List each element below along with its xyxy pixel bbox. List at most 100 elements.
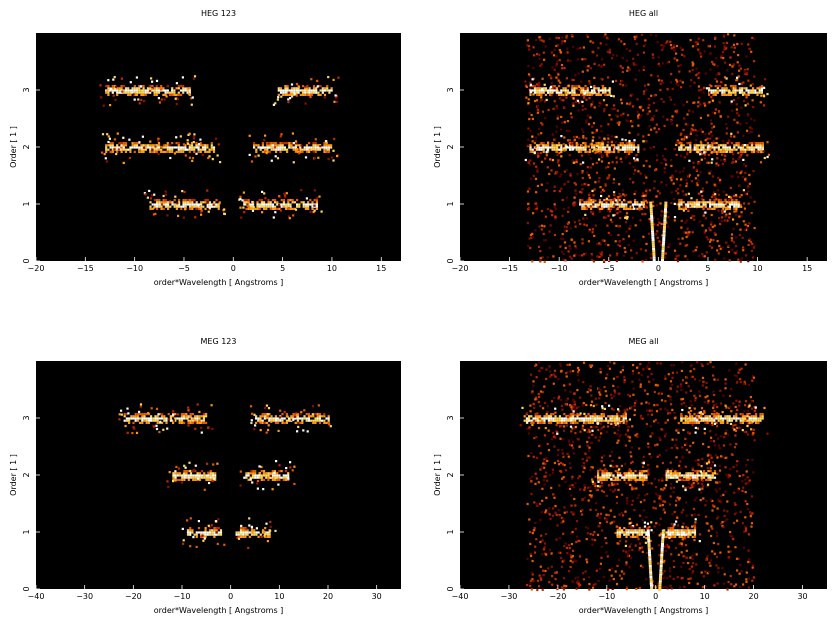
heatmap-cell xyxy=(563,121,566,124)
heatmap-cell xyxy=(695,553,698,556)
heatmap-cell xyxy=(308,89,311,92)
heatmap-cell xyxy=(286,93,289,96)
heatmap-cell xyxy=(215,205,218,208)
heatmap-cell xyxy=(302,429,305,432)
heatmap-cell xyxy=(664,41,668,45)
heatmap-cell xyxy=(604,87,607,90)
heatmap-cell xyxy=(592,482,595,486)
heatmap-cell xyxy=(239,527,243,530)
heatmap-cell xyxy=(702,91,705,94)
heatmap-cell xyxy=(292,161,295,164)
heatmap-cell xyxy=(598,255,601,258)
heatmap-cell xyxy=(534,396,538,399)
heatmap-cell xyxy=(597,46,600,50)
heatmap-cell xyxy=(731,203,734,206)
heatmap-cell xyxy=(707,238,710,241)
heatmap-cell xyxy=(632,393,635,396)
heatmap-cell xyxy=(143,417,146,420)
heatmap-cell xyxy=(627,207,630,210)
heatmap-cell xyxy=(575,142,578,145)
heatmap-cell xyxy=(584,146,587,149)
heatmap-cell xyxy=(582,572,585,575)
heatmap-cell xyxy=(645,206,648,209)
heatmap-cell xyxy=(214,520,217,523)
heatmap-cell xyxy=(185,417,188,420)
heatmap-cell xyxy=(268,417,271,420)
heatmap-cell xyxy=(617,206,620,210)
heatmap-cell xyxy=(120,77,123,80)
heatmap-cell xyxy=(182,199,185,202)
heatmap-cell xyxy=(164,144,167,147)
heatmap-cell xyxy=(162,144,166,147)
heatmap-cell xyxy=(604,182,607,186)
heatmap-cell xyxy=(695,148,698,151)
heatmap-cell xyxy=(560,187,563,190)
heatmap-cell xyxy=(703,461,707,464)
heatmap-cell xyxy=(569,148,572,151)
heatmap-cell xyxy=(569,554,572,557)
heatmap-cell xyxy=(666,533,669,536)
heatmap-cell xyxy=(556,154,559,157)
heatmap-cell xyxy=(543,483,546,486)
heatmap-cell xyxy=(632,478,635,481)
heatmap-cell xyxy=(189,531,192,534)
heatmap-cell xyxy=(136,419,139,422)
heatmap-cell xyxy=(607,203,610,206)
heatmap-cell xyxy=(689,132,692,135)
heatmap-cell xyxy=(530,588,533,591)
heatmap-cell xyxy=(663,212,667,215)
heatmap-cell xyxy=(198,478,201,481)
heatmap-cell xyxy=(676,139,679,142)
heatmap-cell xyxy=(132,421,135,424)
heatmap-cell xyxy=(105,89,108,92)
heatmap-cell xyxy=(538,93,541,96)
heatmap-cell xyxy=(688,231,691,234)
heatmap-cell xyxy=(189,203,192,206)
heatmap-cell xyxy=(584,252,588,255)
heatmap-cell xyxy=(311,405,314,408)
heatmap-cell xyxy=(200,474,204,477)
heatmap-cell xyxy=(169,417,172,420)
heatmap-cell xyxy=(555,76,558,79)
heatmap-cell xyxy=(725,89,728,92)
heatmap-cell xyxy=(555,54,558,57)
heatmap-cell xyxy=(134,413,137,416)
heatmap-cell xyxy=(592,136,595,139)
heatmap-cell xyxy=(321,87,324,90)
heatmap-cell xyxy=(198,474,201,477)
heatmap-cell xyxy=(751,36,754,39)
heatmap-cell xyxy=(283,417,286,420)
heatmap-cell xyxy=(680,511,683,514)
heatmap-cell xyxy=(736,223,739,226)
heatmap-cell xyxy=(681,361,684,364)
heatmap-cell xyxy=(607,214,610,217)
heatmap-cell xyxy=(681,53,684,56)
heatmap-cell xyxy=(714,233,717,236)
heatmap-cell xyxy=(215,533,218,536)
heatmap-cell xyxy=(697,48,700,51)
heatmap-cell xyxy=(650,214,654,217)
heatmap-cell xyxy=(714,481,718,484)
heatmap-cell xyxy=(562,252,565,255)
heatmap-cell xyxy=(565,196,569,199)
heatmap-cell xyxy=(525,96,528,99)
heatmap-cell xyxy=(252,203,255,206)
heatmap-cell xyxy=(247,201,250,204)
heatmap-cell xyxy=(272,142,275,145)
heatmap-cell xyxy=(204,146,207,149)
heatmap-cell xyxy=(733,198,736,201)
heatmap-cell xyxy=(700,146,703,149)
heatmap-cell xyxy=(151,149,154,152)
heatmap-cell xyxy=(686,142,689,145)
heatmap-cell xyxy=(725,193,728,196)
heatmap-cell xyxy=(550,51,553,54)
heatmap-cell xyxy=(685,381,688,384)
heatmap-cell xyxy=(570,404,573,407)
heatmap-cell xyxy=(324,149,327,152)
heatmap-cell xyxy=(615,224,618,227)
heatmap-cell xyxy=(205,421,208,424)
heatmap-cell xyxy=(542,51,545,54)
heatmap-cell xyxy=(259,204,262,207)
heatmap-cell xyxy=(725,77,728,80)
heatmap-cell xyxy=(307,415,310,418)
